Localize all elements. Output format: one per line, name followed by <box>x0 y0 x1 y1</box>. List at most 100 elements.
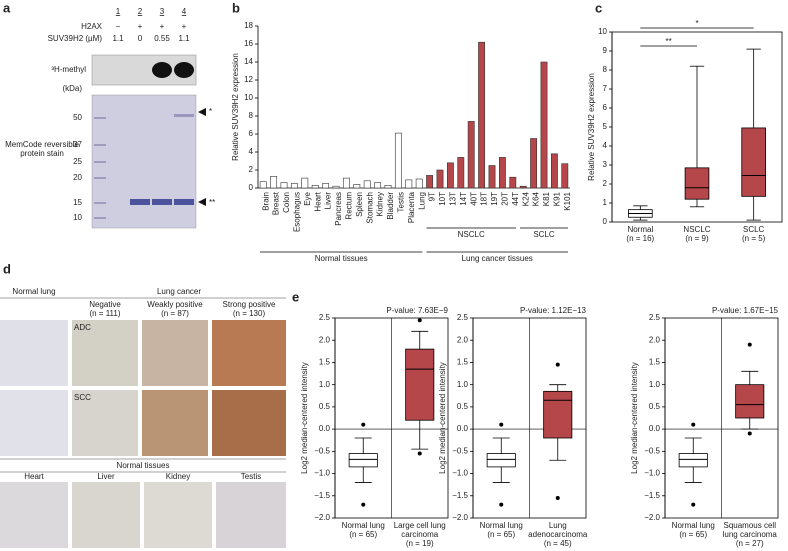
y-tick-label: 9 <box>603 46 608 55</box>
outlier <box>747 342 752 347</box>
gel-band <box>152 199 172 205</box>
x-tick-label: Normal lung(n = 65) <box>672 521 715 539</box>
bar <box>561 163 569 189</box>
significance-label: * <box>695 19 698 28</box>
y-tick-label: 8 <box>603 65 608 74</box>
y-tick-label: 0.5 <box>649 402 661 411</box>
x-tick-label: Rectum <box>345 192 354 220</box>
y-tick-label: −1.5 <box>452 491 468 500</box>
x-tick-label: Spleen <box>355 192 364 217</box>
category: Lung adenocarcinoma <box>528 521 588 539</box>
bar <box>446 162 454 189</box>
x-tick-label: Eye <box>303 191 312 205</box>
outlier <box>361 502 366 507</box>
y-tick-label: 2.0 <box>319 335 331 344</box>
tissue-image <box>72 482 140 548</box>
p-value: P-value: 1.12E−13 <box>520 306 587 315</box>
column-header: Negative(n = 111) <box>89 300 121 318</box>
y-tick-label: −2.0 <box>452 513 468 522</box>
header: Normal lung <box>12 287 55 296</box>
bar <box>488 165 496 189</box>
y-tick-label: −2.0 <box>644 513 660 522</box>
bar <box>311 185 319 189</box>
y-tick-label: −0.5 <box>314 446 330 455</box>
arrow <box>198 198 206 206</box>
tissue-image <box>142 320 208 386</box>
lane-number: 1 <box>116 7 121 16</box>
x-tick-label: Normal(n = 16) <box>626 225 654 243</box>
x-tick-label: Normal lung(n = 65) <box>480 521 523 539</box>
x-tick-label: K81 <box>542 191 551 206</box>
n-label: (n = 5) <box>741 234 766 243</box>
y-tick-label: 2.5 <box>319 313 331 322</box>
lane-number: 2 <box>138 7 143 16</box>
y-tick-label: 3 <box>603 160 608 169</box>
p-value: P-value: 7.63E−9 <box>386 306 448 315</box>
column-header: Weakly positive(n = 87) <box>147 300 202 318</box>
bar <box>280 182 288 189</box>
panel-label: d <box>3 261 11 276</box>
y-tick-label: −0.5 <box>452 446 468 455</box>
x-tick-label: Brain <box>261 192 270 211</box>
arrow <box>198 108 206 116</box>
n-label: (n = 65) <box>349 530 378 539</box>
band-label: ** <box>209 198 215 207</box>
row-value: 0.55 <box>154 34 170 43</box>
n-label: (n = 19) <box>405 539 434 548</box>
marker-label: 15 <box>73 198 82 207</box>
x-tick-label: K64 <box>532 191 541 206</box>
x-tick-label: 18T <box>480 192 489 206</box>
bar <box>478 41 486 189</box>
x-tick-label: 44T <box>511 192 520 206</box>
tissue-label: Heart <box>24 472 44 481</box>
bar <box>270 176 278 189</box>
row-value: 1.1 <box>178 34 190 43</box>
y-tick-label: −2.0 <box>314 513 330 522</box>
x-tick-label: SCLC(n = 5) <box>741 225 766 243</box>
unit-label: (kDa) <box>62 84 82 93</box>
y-axis-label: Log2 median-centered intensity <box>300 362 309 474</box>
y-axis-label: Log2 median-centered intensity <box>438 362 447 474</box>
tissue-image <box>144 482 212 548</box>
x-tick-label: Pancreas <box>334 192 343 226</box>
category: Normal <box>627 225 654 234</box>
y-tick-label: 6 <box>249 129 254 138</box>
x-tick-label: 10T <box>438 192 447 206</box>
n-label: (n = 27) <box>735 539 764 548</box>
y-axis-label: Relative SUV39H2 expression <box>587 73 596 181</box>
tissue-image <box>0 320 68 386</box>
bar <box>332 185 340 189</box>
x-tick-label: Lung <box>417 192 426 210</box>
y-tick-label: 1.0 <box>457 380 469 389</box>
tissue-label: Testis <box>241 472 261 481</box>
bar <box>550 153 558 189</box>
column-n: (n = 111) <box>89 309 121 318</box>
bar <box>436 169 444 189</box>
y-tick-label: 0.0 <box>457 424 469 433</box>
category: Normal lung <box>341 521 385 530</box>
row-label: ADC <box>74 323 91 332</box>
tissue-image <box>72 320 138 386</box>
bar <box>384 185 392 189</box>
significance-label: ** <box>666 37 672 46</box>
bar <box>405 179 413 189</box>
y-tick-label: 1.5 <box>319 358 331 367</box>
bar <box>301 177 309 189</box>
bar <box>290 183 298 189</box>
n-label: (n = 45) <box>543 539 572 548</box>
marker-label: 37 <box>73 140 82 149</box>
tissue-image <box>0 482 68 548</box>
bar <box>394 132 402 189</box>
plot-frame <box>611 31 783 223</box>
bar <box>322 183 330 189</box>
x-tick-label: Stomach <box>365 192 374 224</box>
y-tick-label: 2.0 <box>457 335 469 344</box>
y-axis-label: Log2 median-centered intensity <box>630 362 639 474</box>
stain-text: MemCode reversible protein stain <box>5 140 79 158</box>
x-tick-label: NSCLC(n = 9) <box>683 225 710 243</box>
outlier <box>747 431 752 436</box>
column-n: (n = 130) <box>232 309 266 318</box>
group-label: SCLC <box>533 230 555 239</box>
tissue-image <box>212 320 286 386</box>
